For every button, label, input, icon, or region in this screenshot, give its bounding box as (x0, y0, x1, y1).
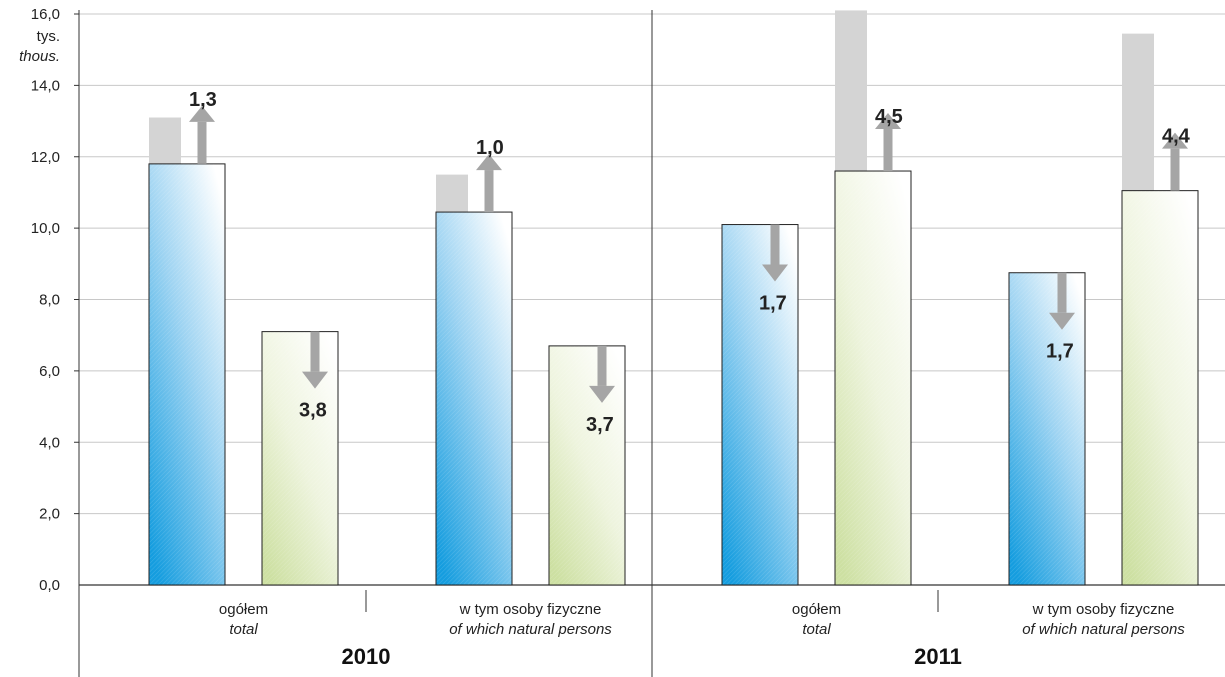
arrow-down-icon (762, 264, 788, 282)
bar-texture (262, 332, 338, 585)
change-label: 3,7 (586, 414, 614, 436)
change-label: 1,0 (476, 137, 504, 159)
arrow-shaft (484, 170, 494, 213)
bars (148, 163, 1199, 586)
y-tick-label: 0,0 (39, 577, 60, 594)
y-tick-label: 6,0 (39, 363, 60, 380)
bar-texture (1009, 273, 1085, 585)
category-label: ogółem (792, 601, 841, 618)
bar-texture (835, 171, 911, 585)
bar-texture (436, 212, 512, 585)
y-unit-label-en: thous. (19, 48, 60, 65)
category-label-en: total (229, 621, 258, 638)
category-label-en: of which natural persons (449, 621, 612, 638)
arrow-up-icon (875, 113, 901, 130)
category-label: ogółem (219, 601, 268, 618)
arrow-shaft (883, 129, 893, 172)
change-label: 4,5 (875, 106, 903, 128)
y-tick-label: 8,0 (39, 292, 60, 309)
arrow-down-icon (1049, 312, 1075, 330)
previous-level-marker (149, 117, 181, 164)
category-label: w tym osoby fizyczne (459, 601, 602, 618)
arrow-shaft (197, 121, 207, 164)
y-tick-label: 10,0 (31, 220, 60, 237)
previous-level-marker (436, 174, 468, 213)
arrow-up-icon (476, 154, 502, 171)
change-arrows (189, 105, 1188, 403)
y-tick-label: 16,0 (31, 6, 60, 23)
change-label: 1,7 (759, 293, 787, 315)
arrow-shaft (597, 345, 607, 386)
y-tick-label: 2,0 (39, 506, 60, 523)
arrow-shaft (1170, 148, 1180, 191)
bar-texture (549, 346, 625, 585)
change-label: 4,4 (1162, 126, 1191, 148)
y-tick-label: 14,0 (31, 77, 60, 94)
y-tick-label: 4,0 (39, 434, 60, 451)
year-label: 2010 (342, 644, 391, 669)
bar-texture (1122, 191, 1198, 585)
bar-texture (722, 225, 798, 585)
arrow-up-icon (189, 105, 215, 122)
bar-texture (149, 164, 225, 585)
y-tick-label: 12,0 (31, 149, 60, 166)
change-label: 3,8 (299, 400, 327, 422)
category-label: w tym osoby fizyczne (1032, 601, 1175, 618)
y-unit-label: tys. (37, 28, 60, 45)
category-label-en: of which natural persons (1022, 621, 1185, 638)
previous-level-marker (835, 10, 867, 172)
change-label: 1,7 (1046, 341, 1074, 363)
arrow-up-icon (1162, 132, 1188, 149)
arrow-shaft (310, 331, 320, 372)
arrow-down-icon (302, 371, 328, 389)
arrow-shaft (1057, 272, 1067, 313)
year-label: 2011 (914, 644, 962, 669)
previous-level-marker (1122, 33, 1154, 191)
arrow-down-icon (589, 385, 615, 403)
labels: 0,0 2,0 4,0 6,0 8,0 10,0 12,0 14,0 16,0 tys. thous… (19, 6, 1191, 669)
category-label-en: total (802, 621, 831, 638)
arrow-shaft (770, 224, 780, 265)
change-label: 1,3 (189, 89, 217, 111)
